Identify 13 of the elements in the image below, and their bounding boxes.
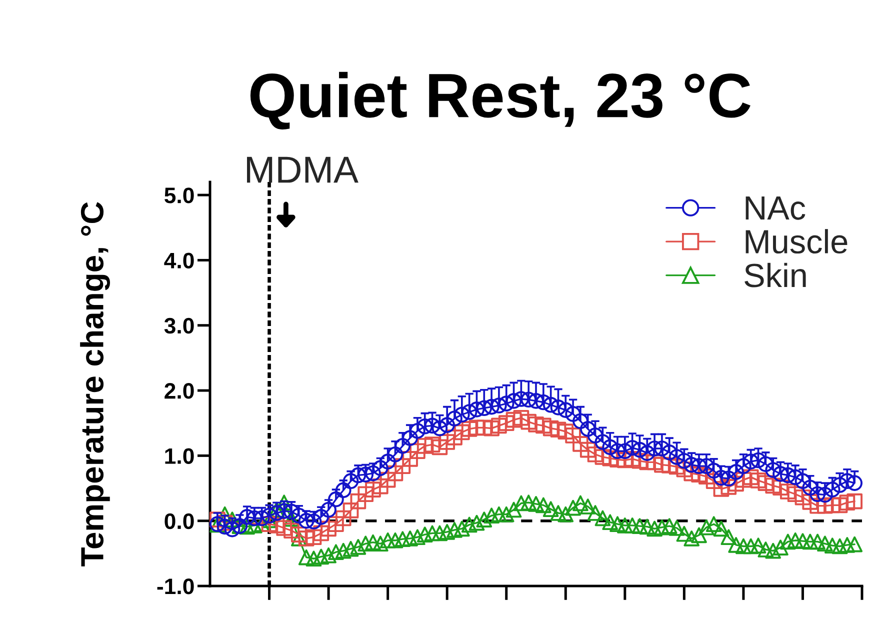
y-tick-label: -1.0 [157,578,194,594]
y-tick-label: 5.0 [164,188,194,204]
chart-title: Quiet Rest, 23 °C [250,72,750,130]
legend-label: NAc [746,196,806,220]
y-tick-label: 0.0 [164,513,194,530]
y-tick-label: 2.0 [164,383,194,399]
y-tick-label: 3.0 [164,318,194,334]
y-axis-title: Temperature change, °C [80,202,110,566]
y-tick-label: 1.0 [165,448,194,464]
y-tick-label: 4.0 [164,252,194,268]
annotation: MDMA [247,156,358,183]
legend-label: Skin [744,262,806,288]
legend-label: Muscle [746,229,848,254]
